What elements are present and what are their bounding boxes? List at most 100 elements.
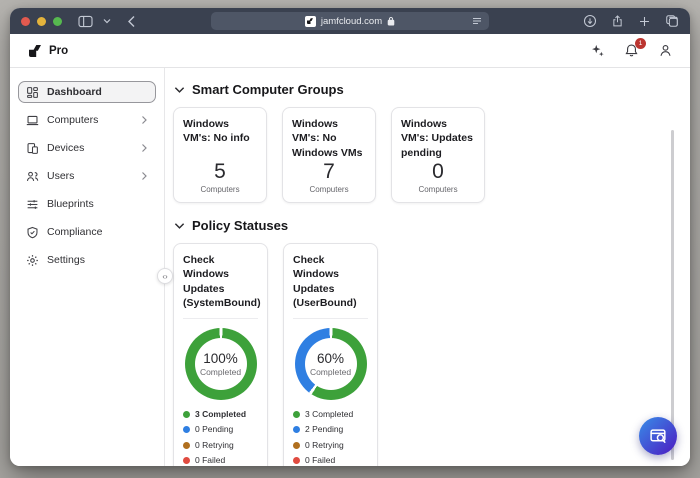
shield-check-icon (26, 226, 39, 239)
tab-overview-icon[interactable] (665, 14, 679, 28)
completion-percent: 100% (203, 350, 238, 366)
legend-label: 0 Failed (305, 454, 336, 465)
smart-group-card[interactable]: Windows VM's: No info 5 Computers (173, 107, 267, 203)
policy-status-cards: Check Windows Updates (SystemBound) 100%… (173, 243, 676, 466)
sidebar-item-users[interactable]: Users (18, 165, 156, 187)
legend-item-completed: 3 Completed (293, 409, 368, 419)
card-title: Windows VM's: No info (183, 118, 250, 145)
retrying-dot (183, 441, 190, 449)
legend-label: 0 Pending (195, 424, 234, 435)
address-bar[interactable]: jamfcloud.com (211, 12, 489, 30)
completion-percent: 60% (316, 350, 345, 366)
zoom-window-button[interactable] (53, 16, 62, 26)
sidebar-item-dashboard[interactable]: Dashboard (18, 81, 156, 103)
section-header-smart-computer-groups[interactable]: Smart Computer Groups (174, 82, 676, 97)
completion-label: Completed (199, 366, 242, 377)
vertical-scrollbar[interactable] (671, 130, 674, 460)
card-title: Check Windows Updates (UserBound) (293, 254, 357, 310)
back-button[interactable] (127, 15, 136, 28)
reader-mode-icon[interactable] (471, 15, 483, 27)
users-icon (26, 170, 39, 183)
gear-icon (26, 254, 39, 267)
policy-card-systembound[interactable]: Check Windows Updates (SystemBound) 100%… (173, 243, 268, 466)
divider (183, 317, 258, 319)
legend-item-pending: 2 Pending (293, 424, 368, 435)
sidebar-item-devices[interactable]: Devices (18, 137, 156, 159)
chevron-down-icon[interactable] (174, 86, 185, 94)
chevron-down-icon[interactable] (103, 18, 111, 24)
card-title: Windows VM's: No Windows VMs (292, 118, 363, 159)
completion-label: Completed (309, 366, 352, 377)
completion-donut-chart: 100% Completed (184, 327, 257, 400)
legend-item-retrying: 0 Retrying (183, 439, 258, 450)
site-favicon (304, 15, 316, 27)
smart-group-card[interactable]: Windows VM's: No Windows VMs 7 Computers (282, 107, 376, 203)
browser-toolbar: jamfcloud.com (10, 8, 690, 34)
section-title: Smart Computer Groups (192, 82, 344, 97)
legend-label: 0 Failed (195, 454, 226, 465)
donut-legend: 3 Completed 0 Pending 0 Retrying 0 (183, 408, 258, 465)
completed-dot (293, 411, 300, 419)
legend-label: 3 Completed (195, 408, 247, 419)
share-icon[interactable] (611, 14, 624, 28)
browser-window: jamfcloud.com (10, 8, 690, 466)
lock-icon (387, 16, 395, 26)
sparkles-icon[interactable] (591, 44, 605, 58)
legend-label: 0 Retrying (305, 439, 344, 450)
chevron-right-icon (140, 115, 148, 125)
section-title: Policy Statuses (192, 218, 289, 233)
donut-legend: 3 Completed 2 Pending 0 Retrying 0 (293, 409, 368, 465)
divider (293, 317, 368, 319)
blueprints-icon (26, 198, 39, 211)
smart-group-card[interactable]: Windows VM's: Updates pending 0 Computer… (391, 107, 485, 203)
legend-label: 0 Retrying (195, 439, 234, 450)
computer-count: 7 (323, 160, 335, 183)
sidebar-item-settings[interactable]: Settings (18, 249, 156, 271)
sidebar-item-label: Devices (47, 142, 85, 154)
sidebar-toggle-icon[interactable] (78, 15, 93, 28)
traffic-lights (21, 16, 62, 26)
jamf-logo (27, 43, 43, 59)
legend-item-retrying: 0 Retrying (293, 439, 368, 450)
account-icon[interactable] (658, 43, 673, 58)
chevron-down-icon[interactable] (174, 222, 185, 230)
product-label: Pro (49, 44, 69, 57)
chevron-right-icon (140, 171, 148, 181)
downloads-icon[interactable] (583, 14, 597, 28)
count-unit: Computers (418, 185, 458, 194)
pending-dot (293, 426, 300, 434)
count-unit: Computers (200, 185, 240, 194)
sidebar-item-blueprints[interactable]: Blueprints (18, 193, 156, 215)
legend-item-pending: 0 Pending (183, 424, 258, 435)
sidebar-collapse-handle[interactable]: ‹› (157, 268, 173, 284)
card-title: Windows VM's: Updates pending (401, 118, 473, 159)
main-content: Smart Computer Groups Windows VM's: No i… (165, 68, 690, 466)
minimize-window-button[interactable] (37, 16, 46, 26)
smart-group-cards: Windows VM's: No info 5 Computers Window… (173, 107, 676, 203)
notifications-bell-icon[interactable]: 1 (624, 38, 646, 58)
sidebar-item-label: Computers (47, 114, 99, 126)
sidebar-item-compliance[interactable]: Compliance (18, 221, 156, 243)
computer-count: 0 (432, 160, 444, 183)
new-tab-icon[interactable] (638, 15, 651, 28)
sidebar: Dashboard Computers Devices (10, 68, 165, 466)
sidebar-item-computers[interactable]: Computers (18, 109, 156, 131)
failed-dot (183, 457, 190, 465)
legend-item-completed: 3 Completed (183, 408, 258, 419)
completion-donut-chart: 60% Completed (294, 327, 367, 400)
chevron-right-icon (140, 143, 148, 153)
count-unit: Computers (309, 185, 349, 194)
close-window-button[interactable] (21, 16, 30, 26)
retrying-dot (293, 441, 300, 449)
sidebar-item-label: Compliance (47, 226, 103, 238)
notification-badge: 1 (635, 38, 646, 49)
computer-count: 5 (214, 160, 226, 183)
pending-dot (183, 426, 190, 434)
sidebar-item-label: Settings (47, 254, 85, 266)
legend-label: 2 Pending (305, 424, 344, 435)
failed-dot (293, 457, 300, 465)
sidebar-item-label: Blueprints (47, 198, 94, 210)
policy-card-userbound[interactable]: Check Windows Updates (UserBound) 60% Co… (283, 243, 378, 466)
assistant-search-fab[interactable] (639, 417, 677, 455)
section-header-policy-statuses[interactable]: Policy Statuses (174, 218, 676, 233)
